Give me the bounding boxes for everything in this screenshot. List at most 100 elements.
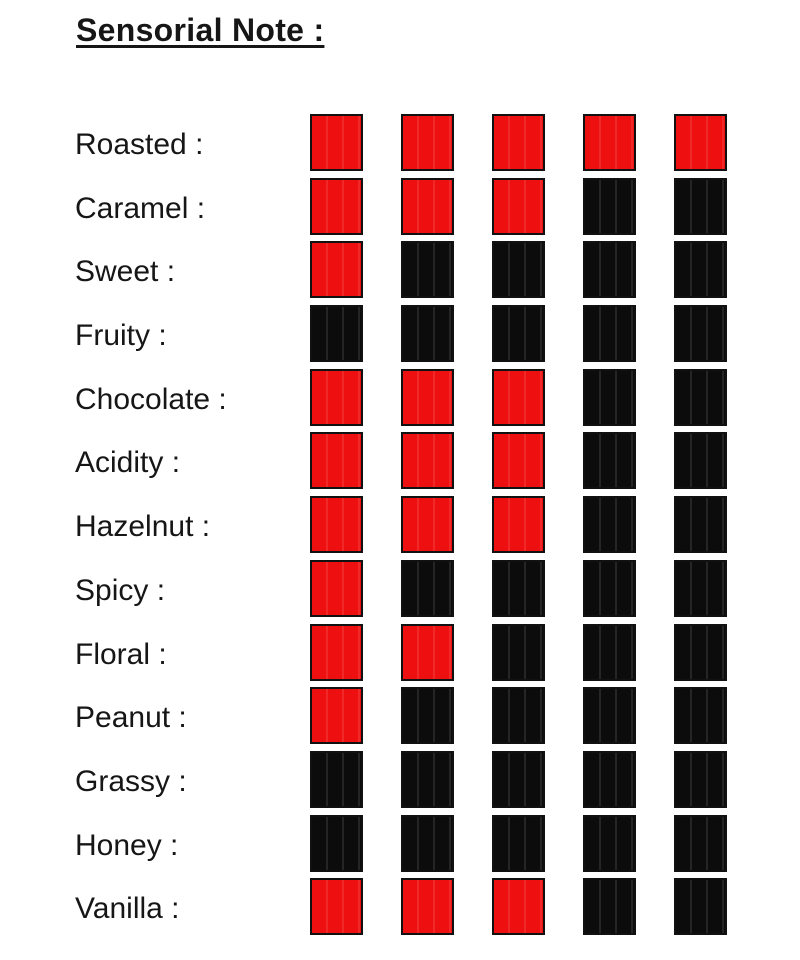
rating-square-filled xyxy=(492,496,545,554)
rating-square-empty xyxy=(401,559,454,617)
row-label: Vanilla : xyxy=(75,892,180,926)
rating-square-empty xyxy=(583,878,636,936)
rating-square-empty xyxy=(674,687,727,745)
row-label: Chocolate : xyxy=(75,382,227,416)
rating-square-empty xyxy=(674,368,727,426)
row-label: Spicy : xyxy=(75,573,166,607)
rating-squares xyxy=(310,114,727,171)
rating-square-empty xyxy=(583,305,636,363)
rating-square-empty xyxy=(674,623,727,681)
rating-row: Chocolate : xyxy=(0,368,800,433)
rating-square-filled xyxy=(401,368,454,426)
rating-square-empty xyxy=(583,241,636,299)
rating-squares xyxy=(310,623,727,681)
row-label: Fruity : xyxy=(75,319,167,353)
rating-squares xyxy=(310,432,727,490)
row-label: Grassy : xyxy=(75,764,187,798)
rating-squares xyxy=(310,305,727,363)
rating-squares xyxy=(310,687,727,745)
rating-square-empty xyxy=(674,496,727,554)
rating-square-filled xyxy=(310,368,363,426)
rating-square-empty xyxy=(674,241,727,299)
rating-square-filled xyxy=(310,241,363,299)
rating-square-empty xyxy=(583,687,636,745)
row-label: Honey : xyxy=(75,828,179,862)
rating-square-filled xyxy=(310,559,363,617)
rating-square-empty xyxy=(401,305,454,363)
rating-square-filled xyxy=(310,432,363,490)
rating-square-empty xyxy=(583,177,636,235)
rating-squares xyxy=(310,559,727,617)
rating-square-empty xyxy=(674,177,727,235)
rating-square-empty xyxy=(310,814,363,872)
rating-row: Peanut : xyxy=(0,687,800,751)
rating-square-empty xyxy=(674,878,727,936)
rating-square-empty xyxy=(401,750,454,808)
rating-square-empty xyxy=(674,559,727,617)
row-label: Sweet : xyxy=(75,255,176,289)
rating-square-empty xyxy=(674,814,727,872)
rating-square-empty xyxy=(583,623,636,681)
rating-square-filled xyxy=(492,432,545,490)
rating-square-empty xyxy=(583,432,636,490)
rating-row: Fruity : xyxy=(0,305,800,369)
rating-row: Vanilla : xyxy=(0,878,800,942)
rating-square-empty xyxy=(492,750,545,808)
rating-square-empty xyxy=(492,687,545,745)
rating-square-filled xyxy=(310,114,363,171)
ratings-grid: Roasted : Caramel : Sweet : Fruity : Cho… xyxy=(0,114,800,942)
rating-row: Spicy : xyxy=(0,559,800,624)
rating-square-filled xyxy=(310,878,363,936)
rating-row: Roasted : xyxy=(0,114,800,178)
page-title: Sensorial Note : xyxy=(76,12,325,48)
rating-square-empty xyxy=(674,750,727,808)
row-label: Floral : xyxy=(75,637,167,671)
rating-square-empty xyxy=(583,814,636,872)
rating-squares xyxy=(310,368,727,426)
rating-square-filled xyxy=(492,368,545,426)
rating-row: Honey : xyxy=(0,814,800,879)
rating-squares xyxy=(310,750,727,808)
rating-square-empty xyxy=(492,305,545,363)
rating-square-filled xyxy=(310,623,363,681)
rating-row: Acidity : xyxy=(0,432,800,496)
rating-square-filled xyxy=(310,496,363,554)
row-label: Roasted : xyxy=(75,128,204,161)
rating-square-empty xyxy=(401,241,454,299)
rating-square-empty xyxy=(492,241,545,299)
rating-square-filled xyxy=(492,114,545,171)
rating-square-filled xyxy=(583,114,636,171)
rating-square-empty xyxy=(492,814,545,872)
rating-square-filled xyxy=(674,114,727,171)
rating-row: Caramel : xyxy=(0,177,800,242)
rating-squares xyxy=(310,878,727,936)
rating-square-empty xyxy=(583,368,636,426)
rating-square-empty xyxy=(401,687,454,745)
rating-squares xyxy=(310,177,727,235)
rating-row: Hazelnut : xyxy=(0,496,800,560)
row-label: Hazelnut : xyxy=(75,510,211,544)
row-label: Caramel : xyxy=(75,191,206,225)
rating-square-empty xyxy=(310,305,363,363)
rating-square-empty xyxy=(583,496,636,554)
rating-squares xyxy=(310,814,727,872)
rating-row: Sweet : xyxy=(0,241,800,305)
rating-squares xyxy=(310,241,727,299)
rating-square-empty xyxy=(310,750,363,808)
rating-square-filled xyxy=(401,496,454,554)
row-label: Acidity : xyxy=(75,446,181,480)
rating-row: Floral : xyxy=(0,623,800,688)
rating-square-filled xyxy=(401,114,454,171)
rating-squares xyxy=(310,496,727,554)
rating-square-filled xyxy=(401,878,454,936)
rating-square-empty xyxy=(492,559,545,617)
rating-square-filled xyxy=(310,687,363,745)
rating-square-empty xyxy=(583,750,636,808)
row-label: Peanut : xyxy=(75,701,187,735)
rating-square-filled xyxy=(401,623,454,681)
rating-square-filled xyxy=(401,177,454,235)
rating-square-empty xyxy=(492,623,545,681)
rating-square-empty xyxy=(401,814,454,872)
rating-row: Grassy : xyxy=(0,750,800,815)
